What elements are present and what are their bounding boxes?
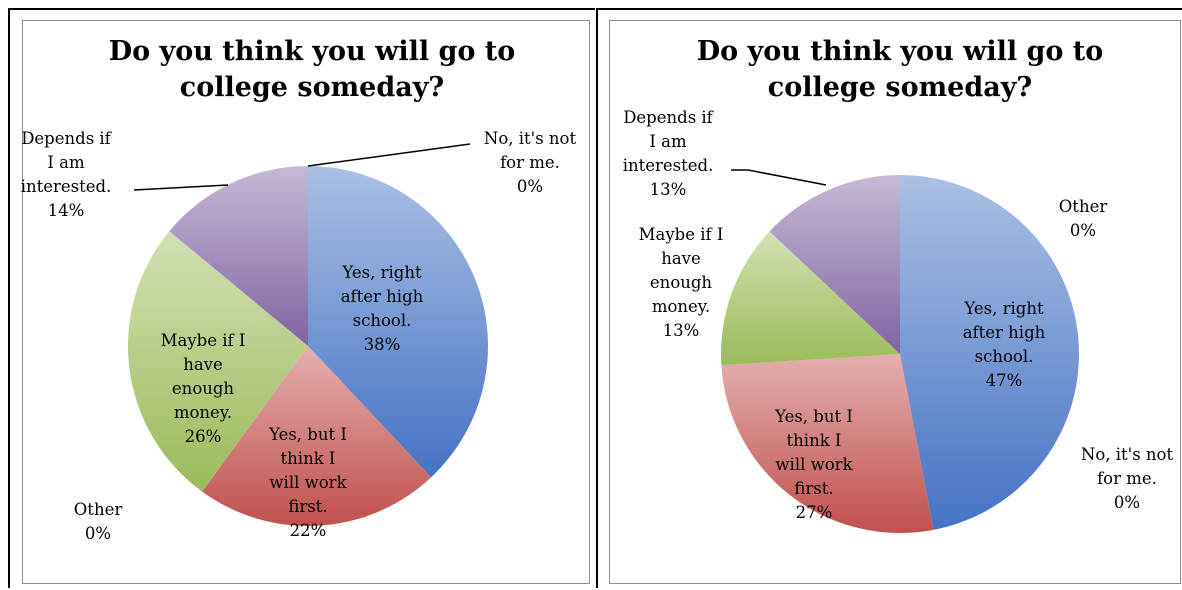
pie-chart-left: Do you think you will go to college some… [21,36,577,543]
leader-line-depends-if-i-am-interested [133,184,229,191]
data-label-other: Other 0% [1059,197,1108,240]
pie-slice-yes-right-after-high-school [900,175,1079,530]
chart-title-line-2: college someday? [768,72,1032,103]
data-label-depends-if-i-am-interested: Depends if I am interested. 13% [623,108,715,199]
pie-slice-yes-but-i-think-i-will-work-first [721,354,934,533]
pie-chart-right: Do you think you will go to college some… [623,36,1174,533]
data-label-no-it-s-not-for-me: No, it's not for me. 0% [1081,445,1174,512]
data-label-depends-if-i-am-interested: Depends if I am interested. 14% [21,129,113,220]
chart-title-line-1: Do you think you will go to [697,36,1104,67]
chart-area-border [22,20,590,584]
pie-slice-yes-right-after-high-school [308,166,489,478]
data-label-other: Other 0% [74,500,123,543]
data-label-yes-right-after-high-school: Yes, right after high school. 47% [963,299,1046,390]
chart-title-line-2: college someday? [180,72,444,103]
chart-panel-left: Do you think you will go to college some… [8,8,595,588]
pie-slice-depends-if-i-am-interested [769,175,900,354]
chart-panel-right: Do you think you will go to college some… [596,8,1182,588]
leader-line-no-it-s-not-for-me [307,143,471,167]
pie-slice-maybe-if-i-have-enough-money [721,231,900,366]
data-label-yes-right-after-high-school: Yes, right after high school. 38% [341,263,424,354]
pie-slice-maybe-if-i-have-enough-money [127,231,309,492]
leader-line-depends-if-i-am-interested [731,169,827,186]
chart-title-line-1: Do you think you will go to [109,36,516,67]
pie-slice-yes-but-i-think-i-will-work-first [202,346,432,526]
data-label-no-it-s-not-for-me: No, it's not for me. 0% [484,129,577,196]
chart-area-border [609,20,1181,584]
pie-slice-depends-if-i-am-interested [169,166,308,346]
